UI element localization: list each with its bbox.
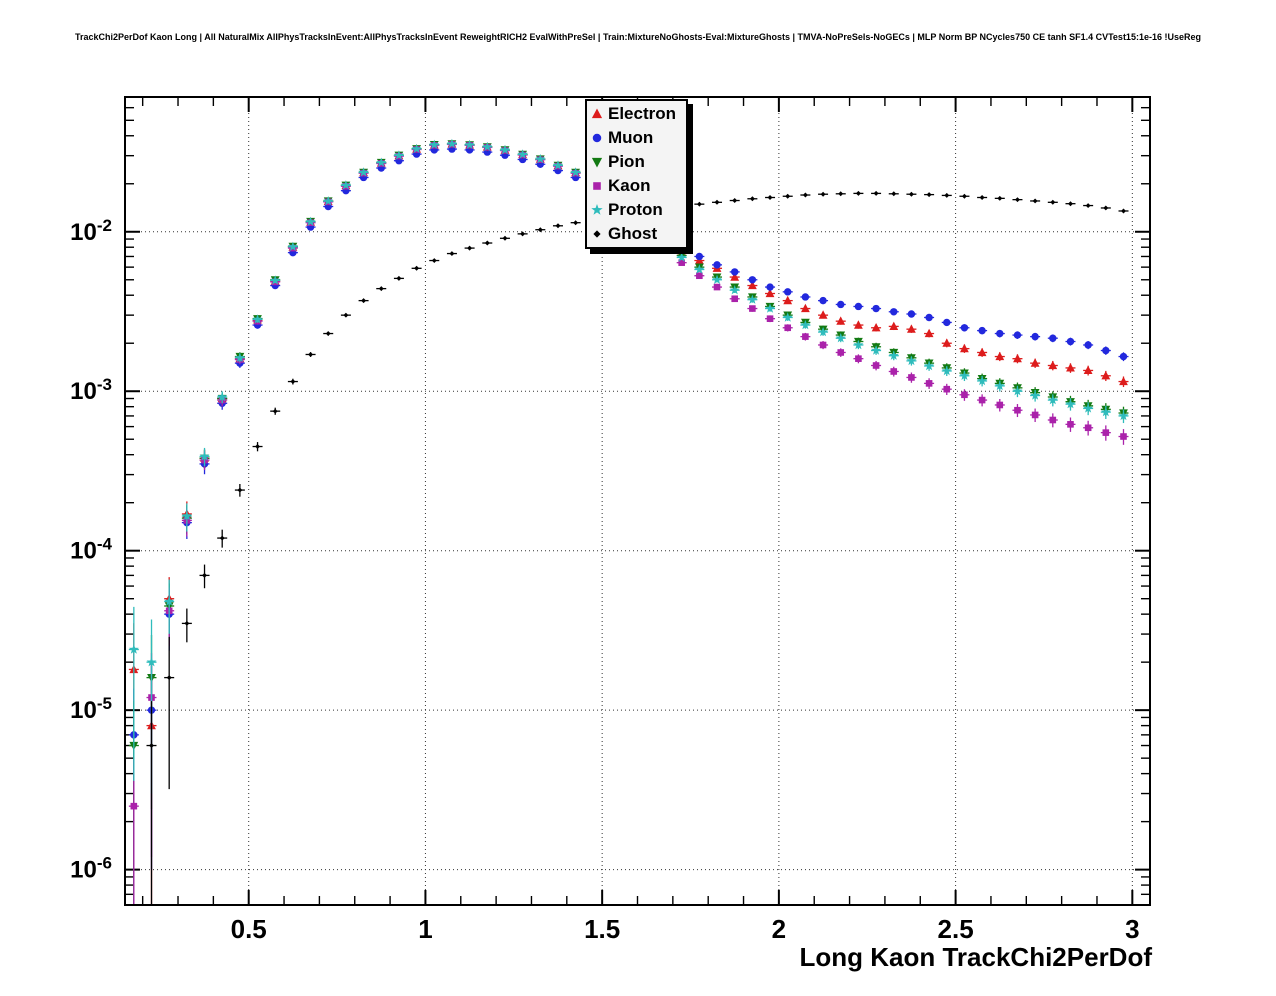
legend-label: Kaon	[608, 176, 651, 195]
legend-entry-electron: Electron	[587, 102, 686, 126]
series-pion	[128, 140, 1129, 904]
kaon-marker-icon	[593, 182, 601, 190]
series-ghost	[146, 190, 1129, 904]
x-axis-title: Long Kaon TrackChi2PerDof	[800, 942, 1153, 972]
svg-text:2: 2	[772, 914, 786, 944]
svg-text:0.5: 0.5	[231, 914, 267, 944]
legend-entry-kaon: Kaon	[587, 174, 686, 198]
proton-marker-icon	[591, 204, 603, 215]
legend-entry-ghost: Ghost	[587, 222, 686, 246]
electron-marker-icon	[591, 108, 603, 119]
svg-text:10-3: 10-3	[70, 375, 112, 405]
axis-ticks	[126, 98, 1149, 904]
svg-text:3: 3	[1125, 914, 1139, 944]
svg-text:2.5: 2.5	[938, 914, 974, 944]
svg-text:10-2: 10-2	[70, 216, 112, 246]
legend: Electron Muon Pion Kaon Proton Ghost	[585, 99, 688, 249]
plot-frame	[124, 96, 1151, 906]
plot-title: TrackChi2PerDof Kaon Long | All NaturalM…	[75, 32, 1201, 42]
svg-text:1: 1	[418, 914, 432, 944]
ghost-marker-icon	[593, 230, 601, 238]
legend-entry-muon: Muon	[587, 126, 686, 150]
data-series	[128, 138, 1129, 904]
legend-label: Proton	[608, 200, 663, 219]
legend-label: Muon	[608, 128, 654, 147]
svg-text:10-6: 10-6	[70, 854, 112, 884]
svg-text:10-4: 10-4	[70, 535, 112, 565]
series-muon	[128, 145, 1129, 904]
svg-text:1.5: 1.5	[584, 914, 620, 944]
legend-entry-proton: Proton	[587, 198, 686, 222]
svg-text:10-5: 10-5	[70, 694, 112, 724]
series-kaon	[128, 141, 1129, 904]
legend-entry-pion: Pion	[587, 150, 686, 174]
muon-marker-icon	[592, 133, 602, 143]
pion-marker-icon	[591, 157, 603, 168]
legend-label: Electron	[608, 104, 677, 123]
axis-labels: 0.5 1 1.5 2 2.5 3 10-2 10-3 10-4 10-5 10-6	[70, 216, 1139, 944]
legend-label: Ghost	[608, 224, 658, 243]
legend-label: Pion	[608, 152, 645, 171]
series-electron	[128, 139, 1129, 904]
